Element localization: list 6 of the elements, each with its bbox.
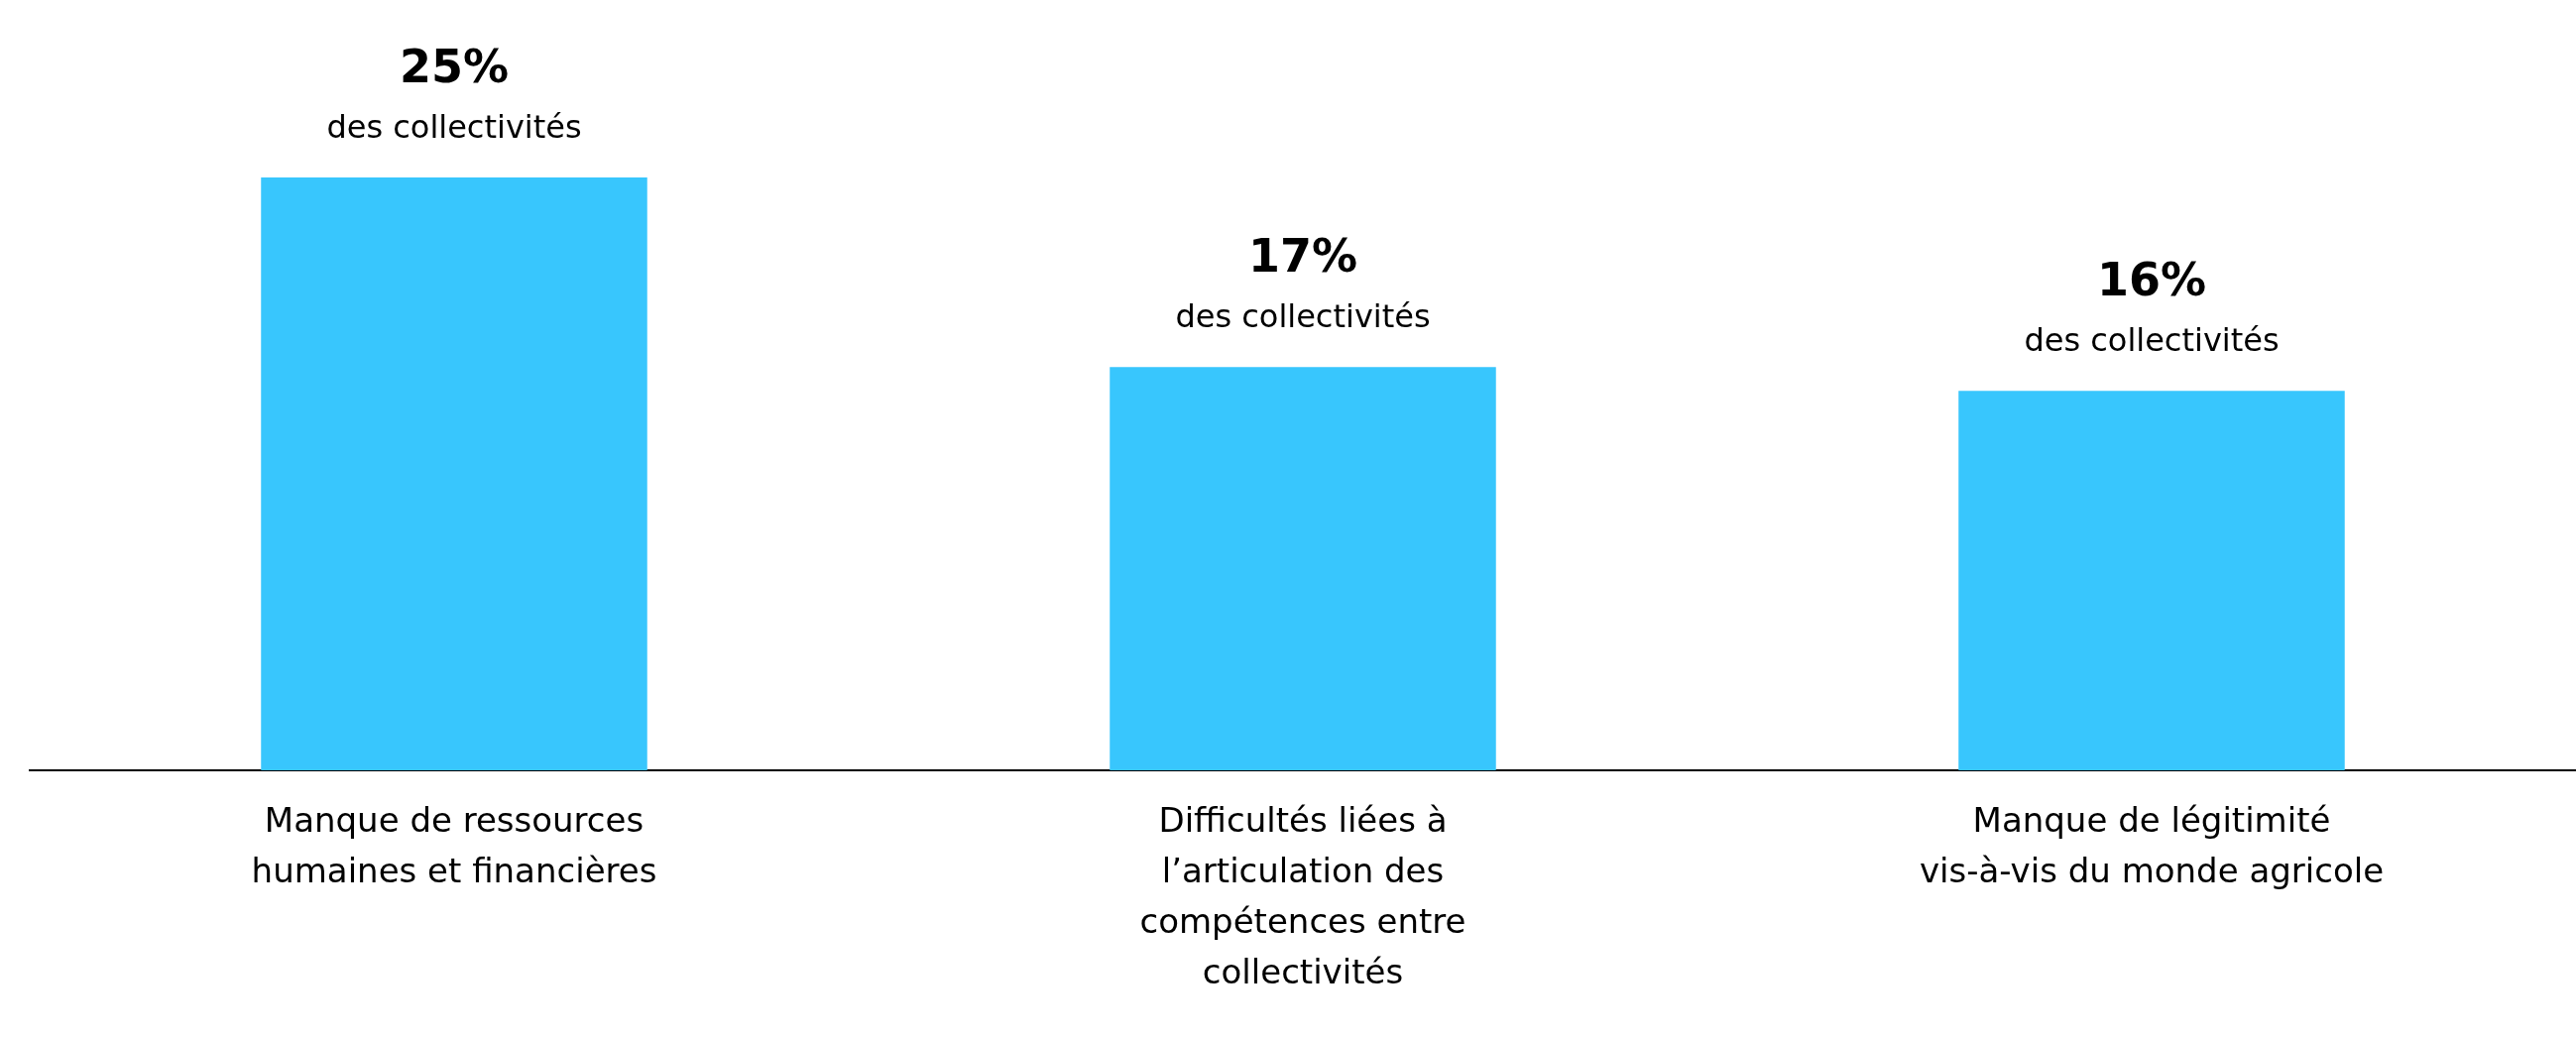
data-label: 17% des collectivités — [1175, 229, 1431, 336]
x-tick-label: Manque de légitimité vis-à-vis du monde agricole — [1919, 800, 2385, 891]
x-tick-label: Manque de ressources humaines et financières — [251, 800, 657, 891]
x-tick-label: Difficultés liées à l’articulation des compétences entre collectivités — [1139, 800, 1466, 992]
data-label: 16% des collectivités — [2024, 253, 2280, 360]
data-label: 25% des collectivités — [326, 40, 582, 146]
